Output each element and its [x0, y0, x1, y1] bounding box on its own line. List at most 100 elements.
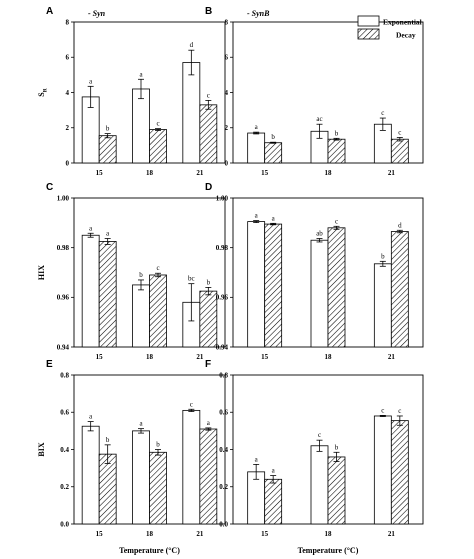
panel-b: 0 2 4 6 8 15 a b 18 ac b 21 c c B - SynB: [205, 6, 424, 177]
significance-letter: a: [255, 123, 259, 131]
y-tick-label: 0.98: [57, 244, 70, 252]
x-tick-label: 18: [325, 530, 333, 538]
bar-decay: [264, 478, 283, 525]
y-axis-label-main: S: [37, 92, 46, 97]
y-tick-label: 0.94: [216, 343, 229, 351]
significance-letter: c: [318, 431, 321, 439]
bar-exponential: [310, 445, 329, 525]
y-tick-label: 2: [225, 124, 229, 132]
x-tick-label: 21: [196, 530, 204, 538]
y-tick-label: 4: [225, 89, 229, 97]
legend-swatch-exponential: [357, 15, 380, 27]
significance-letter: c: [335, 217, 338, 225]
significance-letter: a: [139, 70, 143, 78]
significance-letter: a: [255, 212, 259, 220]
bar-decay: [98, 453, 117, 525]
significance-letter: a: [89, 413, 93, 421]
significance-letter: c: [156, 120, 159, 128]
panel-d: 0.94 0.96 0.98 1.00 15 a a 18 ab c 21 b d D: [205, 182, 424, 361]
bar-decay: [199, 290, 218, 348]
significance-letter: c: [156, 264, 159, 272]
significance-letter: b: [156, 441, 160, 449]
x-tick-label: 21: [196, 353, 204, 361]
significance-letter: b: [335, 443, 339, 451]
panel-letter: D: [205, 182, 212, 193]
significance-letter: bc: [188, 275, 195, 283]
x-tick-label: 18: [146, 353, 154, 361]
significance-letter: b: [207, 278, 211, 286]
bar-exponential: [132, 430, 150, 525]
y-axis-label: HIX: [37, 265, 46, 280]
significance-letter: a: [272, 214, 276, 222]
y-tick-label: 8: [66, 18, 70, 26]
y-tick-label: 1.00: [216, 194, 229, 202]
bar-exponential: [373, 263, 392, 348]
significance-letter: a: [255, 455, 259, 463]
y-tick-label: 4: [66, 89, 70, 97]
y-tick-label: 0.4: [60, 446, 69, 454]
y-tick-label: 6: [66, 54, 70, 62]
panel-letter: F: [205, 359, 211, 370]
panel-letter: C: [46, 182, 53, 193]
x-tick-label: 21: [388, 353, 396, 361]
y-axis-label: BIX: [37, 442, 46, 456]
significance-letter: b: [271, 133, 275, 141]
significance-letter: c: [190, 400, 193, 408]
significance-letter: b: [335, 129, 339, 137]
bar-decay: [98, 241, 117, 348]
y-axis-label: SR: [37, 87, 49, 96]
bar-decay: [149, 129, 167, 164]
bar-decay: [327, 138, 346, 164]
bar-decay: [199, 104, 218, 164]
x-tick-label: 21: [388, 530, 396, 538]
significance-letter: d: [190, 41, 194, 49]
panel-e: 0.0 0.2 0.4 0.6 0.8 15 a b 18 a b 21 c a E BIX Temperatu…: [37, 359, 226, 555]
y-tick-label: 6: [225, 54, 229, 62]
bar-exponential: [81, 425, 100, 525]
panel-a: 0 2 4 6 8 15 a b 18 a c 21 d c A - Syn SR: [37, 6, 226, 177]
x-axis-label: Temperature (°C): [119, 546, 180, 555]
x-tick-label: 18: [325, 169, 333, 177]
panel-letter: B: [205, 6, 212, 17]
significance-letter: b: [381, 252, 385, 260]
bar-exponential: [247, 221, 266, 348]
bar-decay: [390, 420, 409, 525]
y-tick-label: 0.4: [219, 446, 228, 454]
significance-letter: a: [139, 420, 143, 428]
x-tick-label: 15: [261, 169, 269, 177]
significance-letter: b: [106, 125, 110, 133]
significance-letter: c: [381, 109, 384, 117]
significance-letter: a: [272, 467, 276, 475]
y-tick-label: 0: [66, 159, 70, 167]
y-tick-label: 0.2: [60, 483, 69, 491]
bar-exponential: [182, 62, 201, 164]
significance-letter: a: [106, 229, 110, 237]
bar-exponential: [373, 415, 392, 525]
y-tick-label: 0.0: [60, 520, 69, 528]
significance-letter: c: [398, 407, 401, 415]
bar-decay: [390, 231, 409, 348]
bar-decay: [199, 428, 218, 525]
legend-label-decay: Decay: [396, 31, 416, 40]
significance-letter: d: [398, 221, 402, 229]
significance-letter: ac: [316, 115, 322, 123]
legend-swatch-decay: [357, 28, 380, 40]
significance-letter: c: [398, 128, 401, 136]
x-tick-label: 15: [96, 169, 104, 177]
x-tick-label: 21: [196, 169, 204, 177]
panel-letter: A: [46, 6, 53, 17]
y-tick-label: 0.2: [219, 483, 228, 491]
y-axis-label-subscript: R: [43, 87, 49, 92]
y-axis-label-main: BIX: [37, 442, 46, 456]
y-tick-label: 0.96: [216, 294, 229, 302]
y-tick-label: 0: [225, 159, 229, 167]
bar-decay: [98, 135, 117, 164]
panel-f: 0.0 0.2 0.4 0.6 0.8 15 a a 18 c b 21 c c F Temperature …: [205, 359, 424, 555]
panel-letter: E: [46, 359, 53, 370]
bar-exponential: [182, 409, 201, 525]
y-tick-label: 0.6: [219, 409, 228, 417]
bar-decay: [264, 223, 283, 348]
